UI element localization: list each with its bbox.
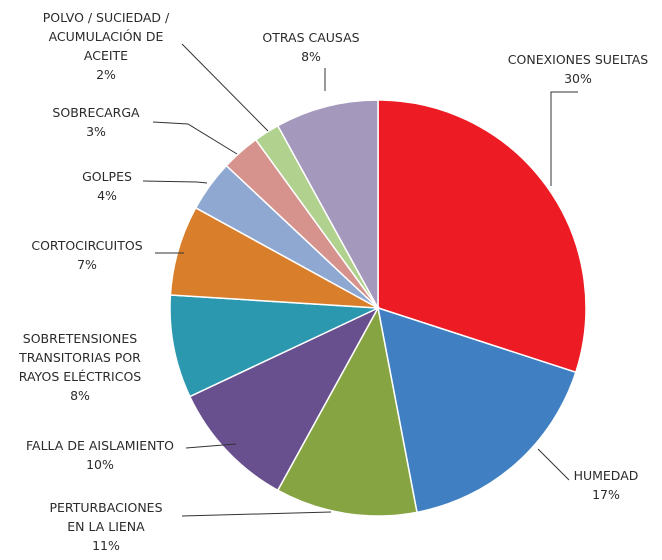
slice-name-label: CORTOCIRCUITOS bbox=[31, 238, 142, 253]
slice-name-label: PERTURBACIONES bbox=[49, 500, 162, 515]
pie-slice-2 bbox=[377, 306, 577, 514]
slice-percent-label: 2% bbox=[96, 67, 116, 82]
slice-labels: CONEXIONES SUELTAS 30% HUMEDAD 17% PERTURBAC… bbox=[18, 10, 648, 553]
slice-name-label: OTRAS CAUSAS bbox=[262, 30, 359, 45]
slice-label-8: SOBRECARGA 3% bbox=[52, 105, 140, 139]
leader-line-4 bbox=[185, 443, 237, 449]
slice-name-label: ACUMULACIÓN DE bbox=[49, 29, 164, 44]
slice-percent-label: 17% bbox=[592, 487, 620, 502]
slice-label-6: CORTOCIRCUITOS 7% bbox=[31, 238, 142, 272]
leader-line-1 bbox=[550, 91, 578, 186]
slice-name-label: RAYOS ELÉCTRICOS bbox=[19, 369, 142, 384]
slice-label-9: POLVO / SUCIEDAD / ACUMULACIÓN DE ACEITE 2% bbox=[43, 10, 170, 82]
slice-label-1: CONEXIONES SUELTAS 30% bbox=[508, 52, 649, 86]
slice-name-label: SOBRETENSIONES bbox=[23, 331, 138, 346]
pie-slice-4 bbox=[188, 306, 380, 492]
pie-slice-5 bbox=[169, 294, 379, 398]
slice-name-label: CONEXIONES SUELTAS bbox=[508, 52, 649, 67]
leader-lines bbox=[142, 43, 578, 517]
slice-name-label: TRANSITORIAS POR bbox=[18, 350, 141, 365]
slice-label-7: GOLPES 4% bbox=[82, 169, 132, 203]
slice-percent-label: 11% bbox=[92, 538, 120, 553]
slice-label-10: OTRAS CAUSAS 8% bbox=[262, 30, 359, 64]
slice-name-label: EN LA LIENA bbox=[67, 519, 145, 534]
slice-percent-label: 30% bbox=[564, 71, 592, 86]
slice-name-label: SOBRECARGA bbox=[52, 105, 140, 120]
slice-label-3: PERTURBACIONES EN LA LIENA 11% bbox=[49, 500, 162, 553]
leader-line-9 bbox=[181, 43, 269, 132]
slice-name-label: GOLPES bbox=[82, 169, 132, 184]
pie-slice-3 bbox=[276, 305, 418, 517]
slice-percent-label: 8% bbox=[301, 49, 321, 64]
leader-line-3 bbox=[181, 511, 332, 517]
slice-label-4: FALLA DE AISLAMIENTO 10% bbox=[26, 438, 174, 472]
slice-percent-label: 7% bbox=[77, 257, 97, 272]
slice-percent-label: 4% bbox=[97, 188, 117, 203]
slice-percent-label: 10% bbox=[86, 457, 114, 472]
slice-name-label: HUMEDAD bbox=[574, 468, 639, 483]
leader-line-2 bbox=[537, 448, 570, 481]
slice-label-2: HUMEDAD 17% bbox=[574, 468, 639, 502]
slice-name-label: POLVO / SUCIEDAD / bbox=[43, 10, 170, 25]
pie-slices bbox=[169, 99, 587, 517]
slice-percent-label: 3% bbox=[86, 124, 106, 139]
slice-name-label: ACEITE bbox=[84, 48, 128, 63]
leader-line-8 bbox=[152, 121, 238, 155]
slice-percent-label: 8% bbox=[70, 388, 90, 403]
pie-slice-10 bbox=[276, 99, 379, 309]
leader-line-7 bbox=[142, 180, 208, 184]
pie-slice-1 bbox=[377, 99, 587, 374]
slice-label-5: SOBRETENSIONES TRANSITORIAS POR RAYOS ELÉC… bbox=[18, 331, 141, 403]
slice-name-label: FALLA DE AISLAMIENTO bbox=[26, 438, 174, 453]
